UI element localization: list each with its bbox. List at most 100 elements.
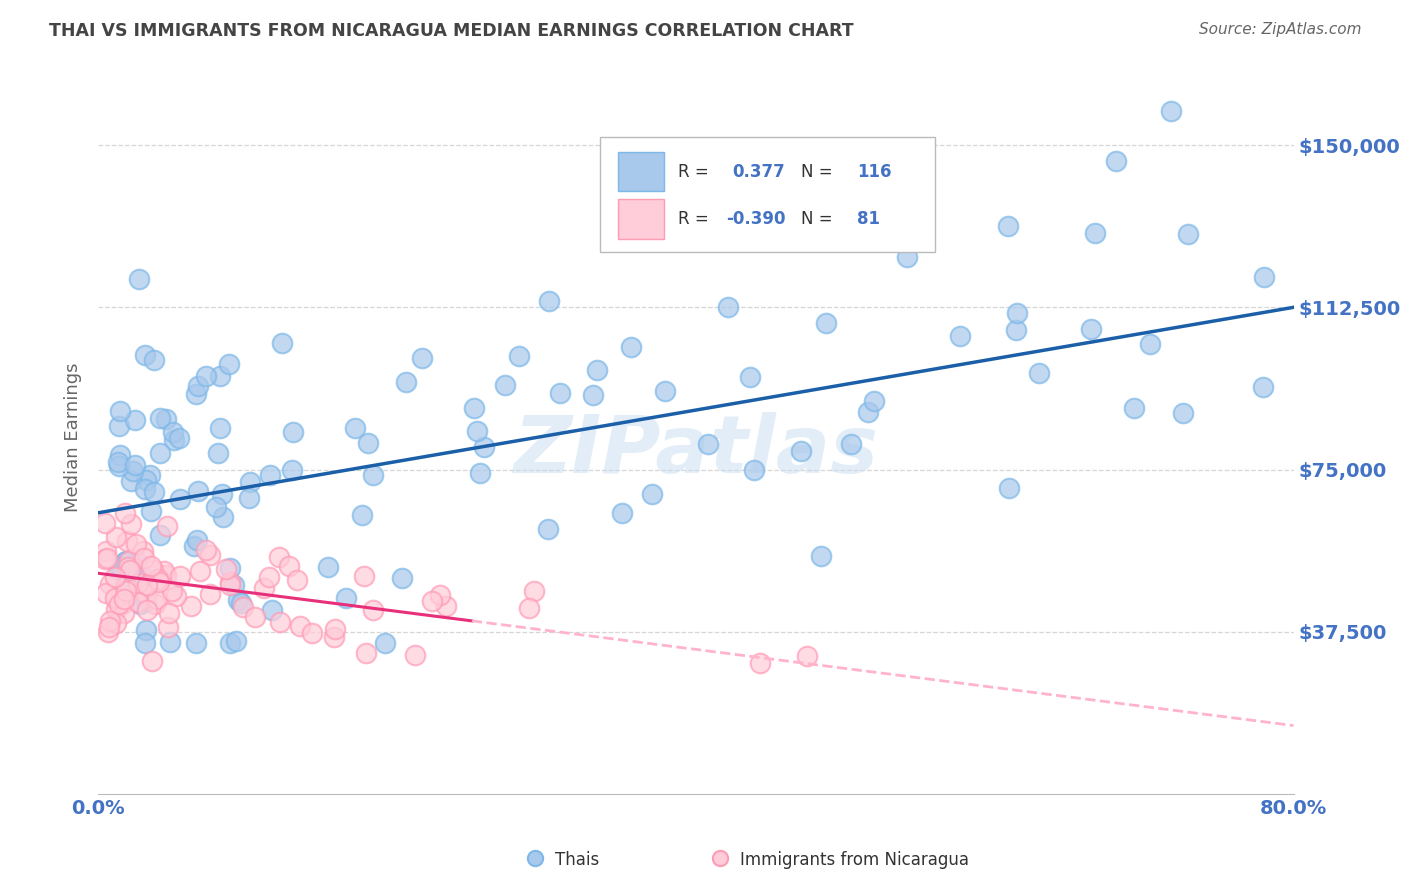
Point — [184, 386, 207, 401]
Point — [142, 485, 165, 500]
Point — [134, 635, 156, 649]
Point — [494, 378, 516, 392]
Point — [146, 592, 169, 607]
Point — [1122, 401, 1144, 415]
Text: 116: 116 — [858, 162, 891, 180]
Point — [143, 353, 166, 368]
Point — [998, 482, 1021, 496]
Point — [465, 424, 488, 438]
Point — [131, 570, 153, 584]
Point — [108, 403, 131, 417]
Point — [353, 569, 375, 583]
Point — [374, 635, 396, 649]
Point — [108, 597, 131, 611]
Point — [335, 591, 357, 605]
Point — [128, 272, 150, 286]
Point — [523, 584, 546, 599]
Point — [148, 574, 170, 589]
Point — [159, 635, 181, 649]
Point — [187, 379, 209, 393]
Point — [169, 569, 191, 583]
Point — [94, 551, 117, 566]
Point — [218, 577, 240, 591]
Point — [218, 357, 240, 371]
Point — [108, 458, 131, 473]
Point — [98, 614, 121, 628]
Text: Immigrants from Nicaragua: Immigrants from Nicaragua — [740, 851, 969, 869]
Point — [740, 370, 762, 384]
Point — [139, 558, 162, 573]
FancyBboxPatch shape — [600, 137, 935, 252]
Text: Source: ZipAtlas.com: Source: ZipAtlas.com — [1198, 22, 1361, 37]
Point — [696, 437, 718, 451]
Text: N =: N = — [801, 211, 832, 228]
Point — [169, 491, 191, 506]
Point — [285, 573, 308, 587]
Point — [841, 437, 863, 451]
Point — [1251, 380, 1274, 394]
Point — [211, 487, 233, 501]
Point — [814, 316, 837, 330]
Point — [404, 648, 426, 662]
Point — [104, 591, 127, 605]
Point — [114, 506, 136, 520]
Point — [1253, 270, 1275, 285]
Point — [215, 562, 238, 576]
Point — [186, 533, 208, 547]
Point — [124, 413, 146, 427]
Point — [188, 565, 211, 579]
Point — [350, 508, 373, 522]
Point — [222, 578, 245, 592]
Point — [117, 560, 139, 574]
Point — [149, 528, 172, 542]
Point — [139, 468, 162, 483]
Point — [357, 435, 380, 450]
Point — [420, 594, 443, 608]
Point — [269, 615, 291, 630]
Point — [118, 554, 141, 568]
Point — [114, 555, 136, 569]
Point — [742, 463, 765, 477]
Point — [277, 558, 299, 573]
Point — [395, 375, 418, 389]
Point — [281, 463, 304, 477]
Point — [124, 537, 146, 551]
Point — [586, 362, 609, 376]
Point — [323, 622, 346, 636]
Point — [112, 607, 135, 621]
Point — [896, 250, 918, 264]
Point — [94, 586, 117, 600]
Point — [149, 411, 172, 425]
Point — [211, 509, 233, 524]
Point — [1139, 337, 1161, 351]
Point — [218, 635, 240, 649]
Point — [209, 421, 232, 435]
Point — [716, 301, 738, 315]
Point — [141, 654, 163, 668]
Point — [107, 419, 129, 434]
Point — [259, 468, 281, 483]
Point — [96, 550, 118, 565]
Point — [143, 598, 166, 612]
Text: N =: N = — [801, 162, 832, 180]
Point — [537, 294, 560, 309]
Point — [508, 349, 530, 363]
Point — [436, 599, 458, 614]
Text: R =: R = — [678, 211, 709, 228]
Point — [135, 578, 157, 592]
Point — [219, 561, 242, 575]
Point — [226, 592, 249, 607]
Point — [1080, 322, 1102, 336]
Point — [120, 517, 142, 532]
Point — [134, 585, 156, 599]
Point — [105, 615, 128, 630]
Point — [411, 351, 433, 365]
Point — [142, 564, 165, 578]
Point — [517, 601, 540, 615]
Point — [195, 542, 218, 557]
Point — [252, 581, 274, 595]
Point — [156, 518, 179, 533]
Point — [997, 219, 1019, 233]
Point — [159, 606, 181, 620]
Point — [120, 475, 142, 489]
